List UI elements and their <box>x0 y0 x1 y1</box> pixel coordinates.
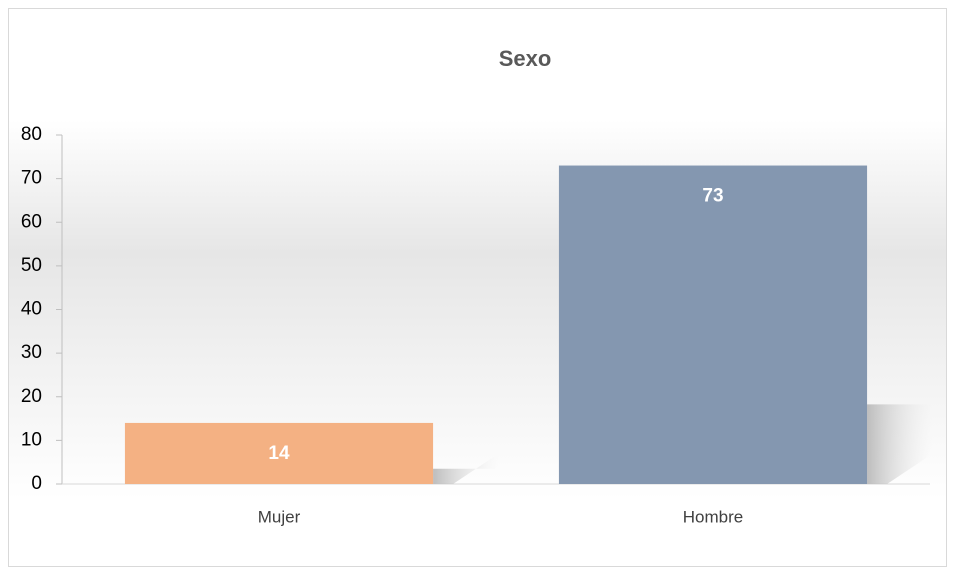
y-tick-label: 50 <box>21 255 42 276</box>
bar <box>124 422 434 484</box>
y-tick-label: 60 <box>21 211 42 232</box>
y-tick-label: 40 <box>21 299 42 320</box>
y-tick-label: 80 <box>21 124 42 145</box>
x-tick-label: Hombre <box>683 507 743 526</box>
y-tick-label: 20 <box>21 386 42 407</box>
bar <box>558 165 868 484</box>
data-label: 73 <box>702 186 723 207</box>
y-tick-label: 30 <box>21 342 42 363</box>
data-label: 14 <box>268 443 290 464</box>
y-tick-label: 0 <box>31 473 42 494</box>
chart-title: Sexo <box>499 46 552 71</box>
bar-shadow <box>867 404 933 484</box>
y-tick-label: 70 <box>21 168 42 189</box>
y-tick-label: 10 <box>21 429 42 450</box>
x-tick-label: Mujer <box>258 507 301 526</box>
bar-shadow <box>433 454 499 484</box>
